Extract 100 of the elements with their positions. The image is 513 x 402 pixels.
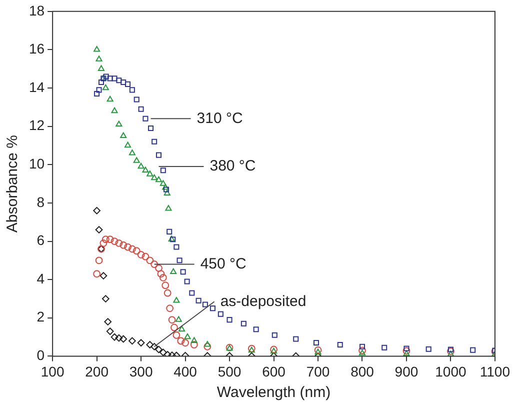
- point: [403, 350, 410, 356]
- y-tick-label: 0: [36, 347, 45, 364]
- point: [359, 344, 365, 350]
- x-tick-label: 500: [218, 363, 242, 380]
- point: [115, 334, 123, 342]
- point: [148, 125, 154, 132]
- point: [155, 346, 162, 354]
- point: [162, 282, 170, 290]
- point: [120, 80, 126, 86]
- point: [184, 333, 191, 340]
- point: [146, 170, 154, 176]
- point: [142, 252, 150, 260]
- point: [94, 91, 100, 97]
- point: [447, 348, 454, 355]
- point: [106, 96, 114, 102]
- annotation: 450 °C: [200, 255, 247, 272]
- point: [164, 186, 170, 192]
- point: [470, 347, 476, 353]
- point: [93, 206, 101, 214]
- point: [313, 340, 319, 346]
- point: [448, 346, 454, 352]
- point: [133, 157, 140, 163]
- point: [94, 46, 100, 52]
- point: [190, 341, 198, 348]
- point: [120, 241, 128, 249]
- point: [166, 304, 174, 312]
- point: [128, 337, 136, 345]
- point: [160, 180, 166, 186]
- point: [110, 333, 118, 341]
- point: [172, 331, 180, 339]
- point: [128, 245, 136, 253]
- point: [128, 149, 136, 156]
- point: [120, 335, 128, 343]
- y-tick-label: 2: [36, 308, 45, 325]
- point: [178, 326, 186, 332]
- point: [96, 56, 102, 62]
- point: [116, 78, 122, 84]
- point: [142, 116, 148, 122]
- x-tick-label: 900: [394, 363, 418, 380]
- point: [337, 342, 343, 348]
- point: [402, 347, 410, 355]
- point: [358, 350, 366, 356]
- point: [102, 84, 109, 90]
- y-tick-label: 18: [28, 2, 45, 18]
- point: [168, 316, 176, 324]
- point: [165, 205, 172, 211]
- point: [102, 295, 110, 302]
- x-tick-label: 1100: [480, 363, 510, 380]
- point: [156, 152, 162, 158]
- point: [382, 344, 388, 350]
- x-tick-label: 1000: [435, 363, 466, 380]
- point: [272, 332, 278, 338]
- y-tick-label: 10: [28, 156, 45, 172]
- point: [189, 290, 195, 296]
- point: [95, 226, 103, 234]
- point: [164, 350, 172, 356]
- point: [106, 328, 114, 335]
- y-tick-label: 8: [36, 194, 45, 210]
- x-tick-label: 800: [350, 363, 374, 380]
- point: [190, 337, 198, 343]
- point: [142, 166, 149, 172]
- point: [124, 243, 132, 251]
- point: [170, 236, 176, 242]
- x-tick-label: 100: [40, 363, 64, 380]
- point: [146, 341, 154, 348]
- point: [138, 162, 144, 169]
- point: [160, 168, 166, 174]
- point: [96, 87, 102, 93]
- x-tick-label: 300: [129, 363, 153, 380]
- point: [240, 320, 246, 326]
- point: [162, 184, 169, 190]
- point: [170, 324, 178, 332]
- point: [157, 270, 165, 278]
- point: [210, 306, 216, 312]
- point: [155, 176, 162, 182]
- point: [174, 244, 180, 250]
- y-tick-label: 16: [28, 40, 45, 57]
- point: [124, 142, 132, 148]
- annotation: as-deposited: [220, 292, 306, 310]
- point: [152, 138, 158, 144]
- point: [100, 239, 108, 247]
- point: [447, 350, 454, 356]
- point: [137, 339, 145, 346]
- point: [107, 76, 113, 82]
- y-tick-label: 4: [36, 270, 45, 286]
- x-tick-label: 700: [306, 363, 330, 380]
- point: [146, 256, 154, 264]
- point: [110, 238, 118, 245]
- point: [100, 272, 108, 280]
- point: [218, 311, 224, 317]
- point: [150, 342, 158, 350]
- point: [111, 107, 118, 114]
- point: [204, 342, 212, 350]
- point: [196, 298, 202, 304]
- point: [176, 258, 182, 264]
- annotation: 310 °C: [196, 110, 243, 127]
- point: [159, 274, 167, 282]
- y-tick-label: 6: [36, 232, 45, 248]
- x-tick-label: 400: [174, 363, 198, 380]
- point: [150, 260, 158, 268]
